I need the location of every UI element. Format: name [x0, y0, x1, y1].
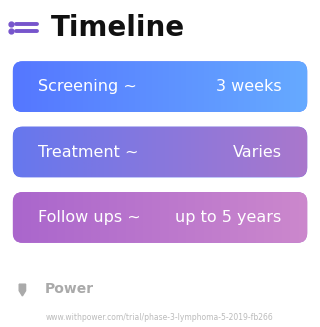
- Text: www.withpower.com/trial/phase-3-lymphoma-5-2019-fb266: www.withpower.com/trial/phase-3-lymphoma…: [46, 313, 274, 322]
- Text: Varies: Varies: [233, 145, 282, 160]
- Text: Screening ~: Screening ~: [38, 79, 137, 94]
- FancyBboxPatch shape: [13, 192, 307, 243]
- Text: Power: Power: [45, 283, 94, 296]
- Text: Timeline: Timeline: [51, 14, 185, 42]
- Text: Treatment ~: Treatment ~: [38, 145, 139, 160]
- Text: up to 5 years: up to 5 years: [175, 210, 282, 225]
- Polygon shape: [19, 284, 26, 296]
- Text: Follow ups ~: Follow ups ~: [38, 210, 141, 225]
- Text: 3 weeks: 3 weeks: [216, 79, 282, 94]
- FancyBboxPatch shape: [13, 127, 307, 177]
- FancyBboxPatch shape: [13, 61, 307, 112]
